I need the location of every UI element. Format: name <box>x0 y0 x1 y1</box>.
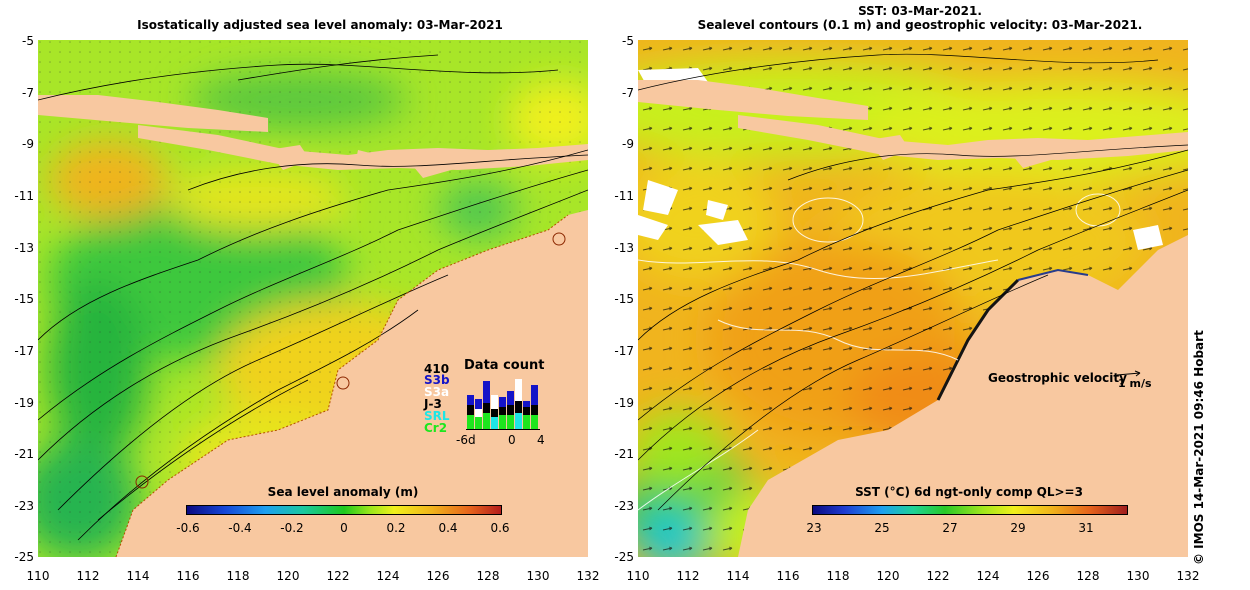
left-colorbar <box>186 505 502 515</box>
right-y-tick: -19 <box>614 396 634 410</box>
sea-level-anomaly-map <box>38 40 588 557</box>
right-x-tick: 128 <box>1076 569 1100 583</box>
left-y-tick: -25 <box>14 550 34 564</box>
right-colorbar-tick: 27 <box>942 521 958 535</box>
right-y-tick: -15 <box>614 292 634 306</box>
left-y-tick: -17 <box>14 344 34 358</box>
left-x-tick: 124 <box>376 569 400 583</box>
left-colorbar-tick: -0.4 <box>228 521 252 535</box>
data-count-x-tick: -6d <box>456 433 476 447</box>
left-y-tick: -11 <box>14 189 34 203</box>
right-x-tick: 132 <box>1176 569 1200 583</box>
right-x-tick: 110 <box>626 569 650 583</box>
right-y-tick: -11 <box>614 189 634 203</box>
left-colorbar-tick: 0.2 <box>386 521 406 535</box>
data-count-title: Data count <box>464 358 545 373</box>
left-x-tick: 130 <box>526 569 550 583</box>
left-y-tick: -21 <box>14 447 34 461</box>
left-y-tick: -19 <box>14 396 34 410</box>
right-y-tick: -13 <box>614 241 634 255</box>
velocity-scale-arrow-icon <box>1116 370 1141 377</box>
right-x-tick: 120 <box>876 569 900 583</box>
sst-map <box>638 40 1188 557</box>
right-x-tick: 112 <box>676 569 700 583</box>
right-x-tick: 122 <box>926 569 950 583</box>
right-x-tick: 130 <box>1126 569 1150 583</box>
data-count-x-tick: 4 <box>537 433 545 447</box>
left-colorbar-tick: -0.6 <box>176 521 200 535</box>
right-y-tick: -17 <box>614 344 634 358</box>
right-y-tick: -9 <box>622 137 634 151</box>
left-colorbar-tick: 0 <box>340 521 348 535</box>
left-x-tick: 112 <box>76 569 100 583</box>
imos-credit: © IMOS 14-Mar-2021 09:46 Hobart <box>1192 330 1206 565</box>
right-x-tick: 118 <box>826 569 850 583</box>
velocity-scale-unit: 1 m/s <box>1118 377 1152 390</box>
sea-level-anomaly-field <box>38 40 588 557</box>
right-colorbar-tick: 31 <box>1078 521 1094 535</box>
left-y-tick: -13 <box>14 241 34 255</box>
right-colorbar-tick: 23 <box>806 521 822 535</box>
data-count-bars <box>467 379 538 429</box>
right-map-title: SST: 03-Mar-2021. Sealevel contours (0.1… <box>640 4 1200 32</box>
right-colorbar-title: SST (°C) 6d ngt-only comp QL>=3 <box>855 485 1083 499</box>
satellite-label-j3: J-3 <box>424 397 442 411</box>
left-x-tick: 120 <box>276 569 300 583</box>
right-y-tick: -23 <box>614 499 634 513</box>
satellite-label-s3a: S3a <box>424 385 450 399</box>
right-x-tick: 114 <box>726 569 750 583</box>
satellite-label-srl: SRL <box>424 409 450 423</box>
left-colorbar-tick: 0.4 <box>438 521 458 535</box>
right-y-tick: -21 <box>614 447 634 461</box>
right-title-line1: SST: 03-Mar-2021. <box>858 4 982 18</box>
right-y-tick: -5 <box>622 34 634 48</box>
left-x-tick: 128 <box>476 569 500 583</box>
left-y-tick: -9 <box>22 137 34 151</box>
left-x-tick: 122 <box>326 569 350 583</box>
right-colorbar <box>812 505 1128 515</box>
left-y-tick: -15 <box>14 292 34 306</box>
left-colorbar-tick: 0.6 <box>490 521 510 535</box>
left-y-tick: -23 <box>14 499 34 513</box>
left-x-tick: 118 <box>226 569 250 583</box>
left-x-tick: 114 <box>126 569 150 583</box>
right-colorbar-tick: 29 <box>1010 521 1026 535</box>
right-x-tick: 124 <box>976 569 1000 583</box>
right-title-line2: Sealevel contours (0.1 m) and geostrophi… <box>697 18 1143 32</box>
left-y-tick: -7 <box>22 86 34 100</box>
sst-field <box>638 40 1188 557</box>
right-colorbar-tick: 25 <box>874 521 890 535</box>
right-x-tick: 126 <box>1026 569 1050 583</box>
left-x-tick: 132 <box>576 569 600 583</box>
satellite-label-cr2: Cr2 <box>424 421 448 435</box>
right-y-tick: -7 <box>622 86 634 100</box>
data-count-total: 410 <box>424 362 450 376</box>
left-colorbar-tick: -0.2 <box>280 521 304 535</box>
data-count-x-tick: 0 <box>508 433 516 447</box>
data-count-bar-chart <box>466 379 540 430</box>
left-x-tick: 116 <box>176 569 200 583</box>
left-x-tick: 126 <box>426 569 450 583</box>
satellite-label-s3b: S3b <box>424 373 450 387</box>
right-x-tick: 116 <box>776 569 800 583</box>
left-x-tick: 110 <box>26 569 50 583</box>
left-y-tick: -5 <box>22 34 34 48</box>
right-y-tick: -25 <box>614 550 634 564</box>
left-map-title: Isostatically adjusted sea level anomaly… <box>137 18 503 32</box>
geostrophic-velocity-label: Geostrophic velocity <box>988 371 1127 385</box>
left-colorbar-title: Sea level anomaly (m) <box>267 485 419 499</box>
